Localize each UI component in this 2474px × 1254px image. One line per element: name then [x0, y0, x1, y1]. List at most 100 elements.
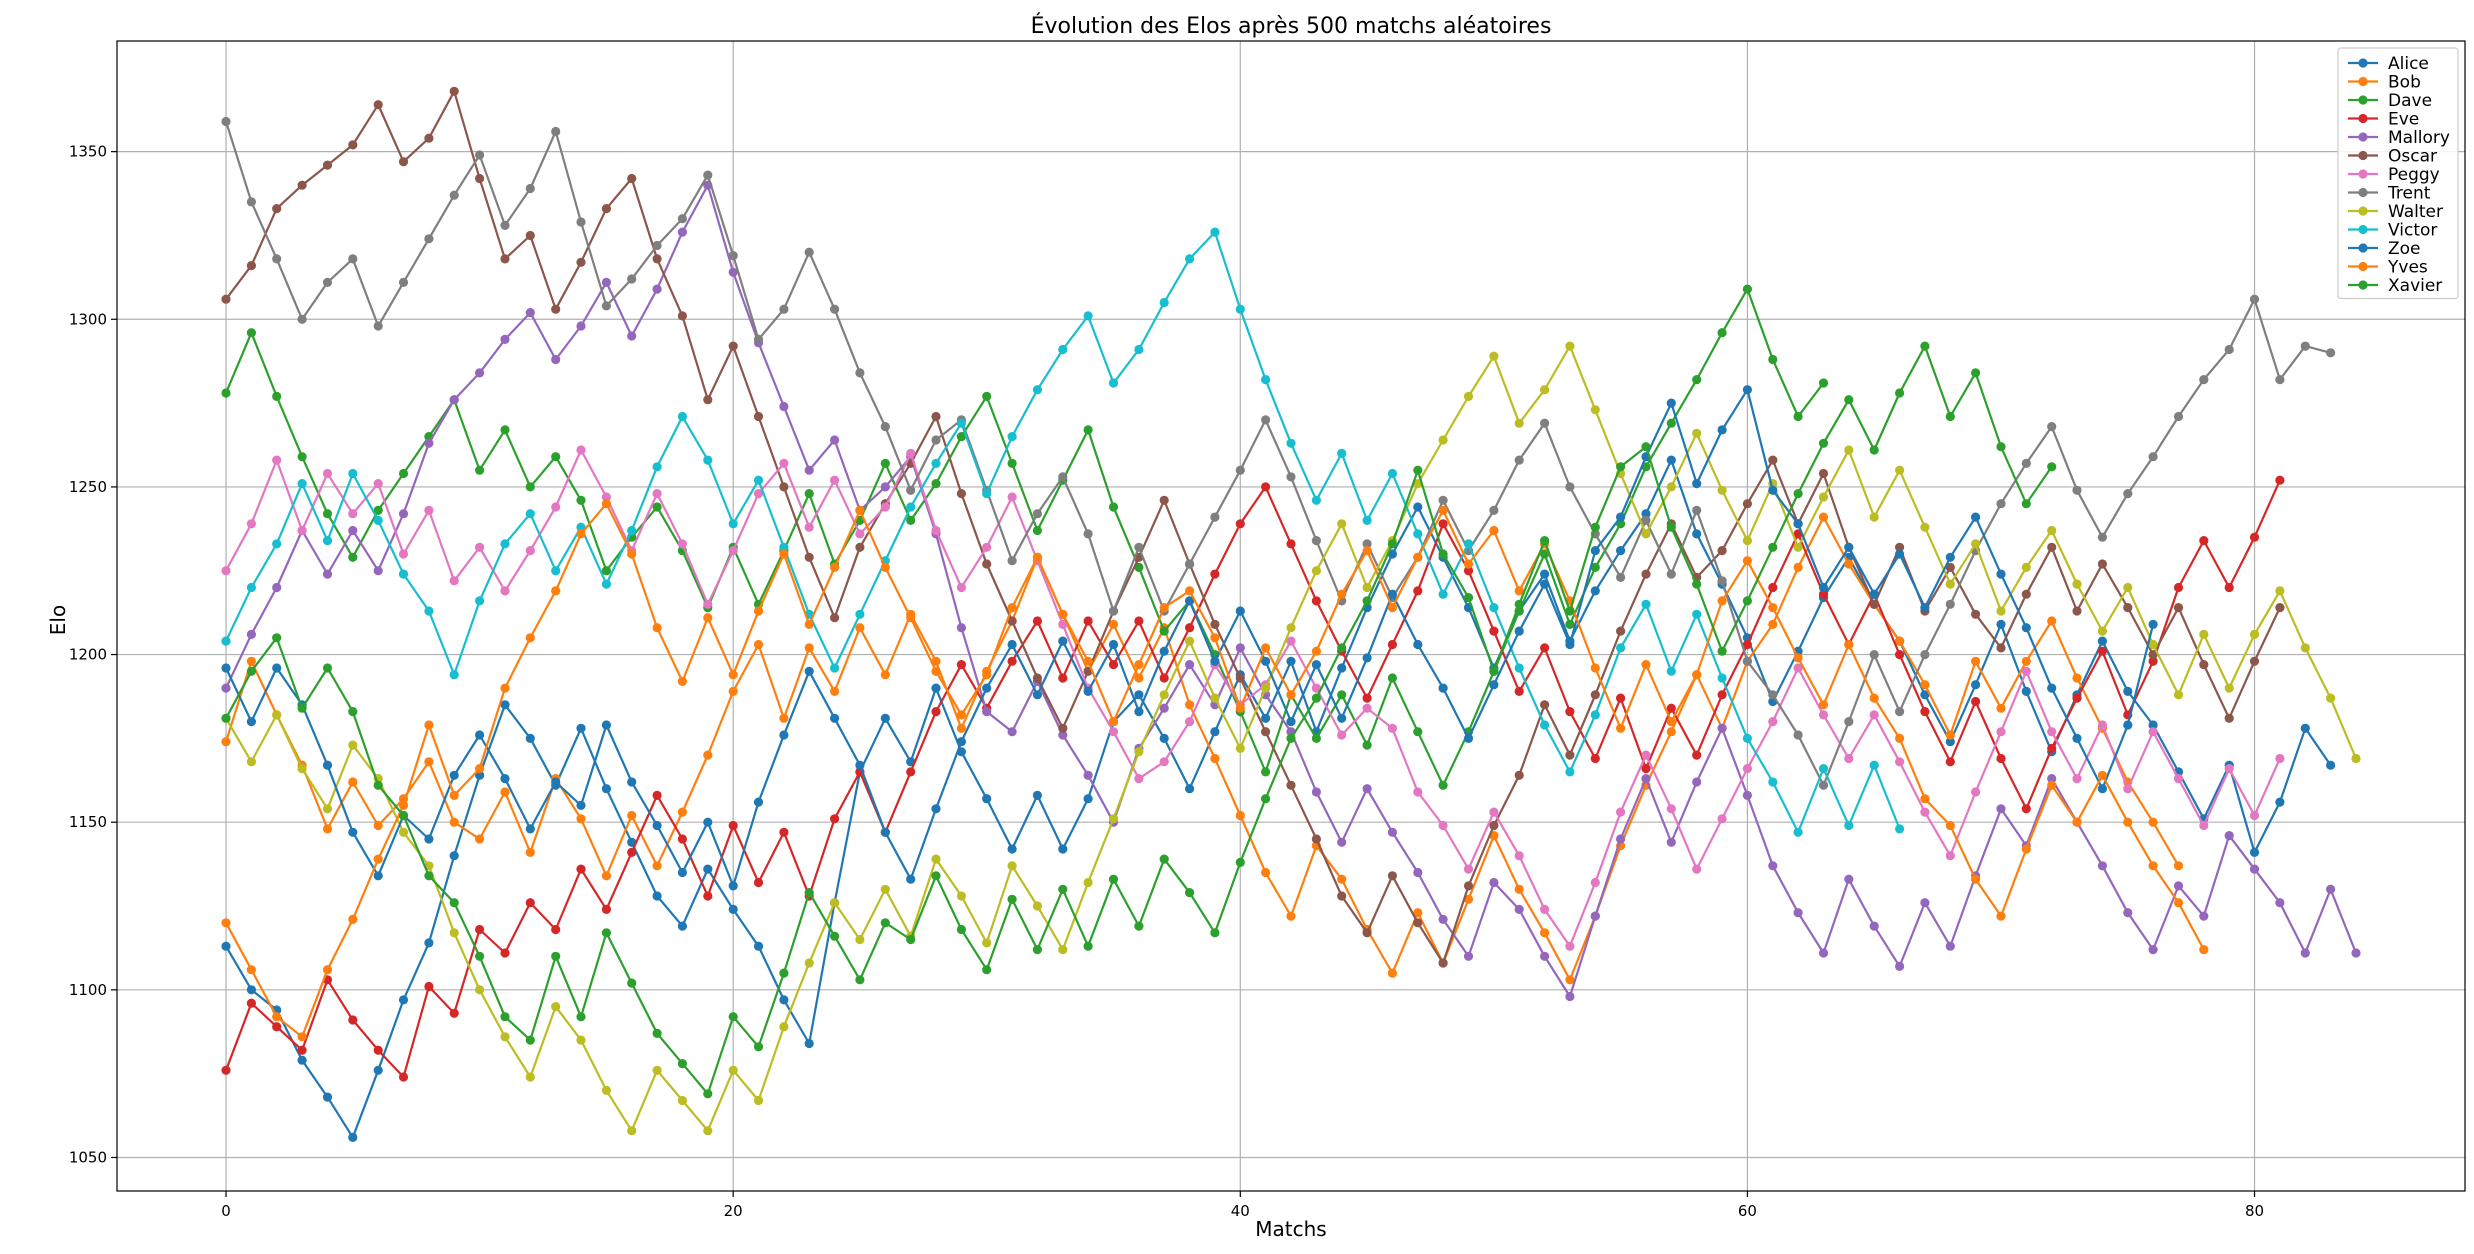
data-point-alice — [753, 941, 764, 951]
data-point-peggy — [779, 458, 789, 468]
data-point-zoe — [322, 760, 333, 770]
legend-item-oscar: Oscar — [2348, 147, 2437, 167]
data-point-oscar — [1540, 700, 1550, 710]
data-point-zoe — [246, 717, 256, 727]
data-point-mallory — [1438, 914, 1448, 925]
data-point-oscar — [2224, 713, 2234, 723]
data-point-oscar — [2249, 656, 2260, 666]
data-point-trent — [1768, 690, 1778, 700]
data-point-eve — [1362, 693, 1372, 703]
data-point-eve — [1692, 750, 1702, 760]
data-point-peggy — [1616, 807, 1626, 817]
data-point-peggy — [1413, 787, 1423, 797]
data-point-mallory — [2224, 831, 2234, 841]
data-point-victor — [1159, 297, 1169, 308]
data-point-mallory — [1083, 770, 1093, 780]
data-point-walter — [830, 898, 840, 908]
data-point-peggy — [956, 582, 967, 593]
data-point-walter — [956, 891, 967, 901]
data-point-victor — [1083, 311, 1093, 321]
data-point-bob — [322, 824, 333, 834]
data-point-alice — [779, 995, 789, 1005]
legend-marker-oscar — [2358, 150, 2368, 161]
data-point-zoe — [1692, 479, 1702, 489]
data-point-zoe — [1616, 512, 1626, 522]
data-point-oscar — [1286, 780, 1296, 790]
legend-marker-dave — [2358, 95, 2368, 105]
data-point-yves — [1007, 603, 1017, 613]
data-point-bob — [627, 810, 637, 821]
data-point-bob — [1413, 908, 1423, 918]
series-eve — [221, 475, 2285, 1082]
data-point-eve — [1387, 639, 1397, 650]
data-point-victor — [1616, 643, 1626, 653]
data-point-xavier — [1692, 579, 1702, 589]
data-point-eve — [1818, 589, 1829, 599]
data-point-xavier — [1590, 522, 1600, 532]
data-point-walter — [880, 884, 890, 894]
legend-label-trent: Trent — [2387, 184, 2431, 204]
data-point-oscar — [398, 157, 409, 167]
data-point-oscar — [2173, 603, 2184, 613]
data-point-zoe — [1337, 713, 1347, 723]
data-point-xavier — [1362, 596, 1372, 606]
data-point-trent — [627, 274, 637, 284]
data-point-mallory — [2173, 881, 2184, 891]
legend-item-mallory: Mallory — [2348, 128, 2450, 148]
data-point-peggy — [1768, 717, 1778, 727]
legend-item-alice: Alice — [2348, 54, 2429, 74]
data-point-oscar — [1489, 820, 1499, 831]
data-point-peggy — [1996, 727, 2006, 737]
y-tick-label: 1050 — [69, 1148, 107, 1166]
data-point-mallory — [1565, 991, 1575, 1002]
data-point-walter — [1286, 623, 1296, 633]
data-point-yves — [2123, 817, 2133, 827]
data-point-mallory — [500, 334, 510, 344]
data-point-oscar — [449, 86, 459, 96]
data-point-zoe — [880, 827, 890, 837]
data-point-bob — [1793, 562, 1803, 573]
data-point-mallory — [1311, 787, 1321, 797]
data-point-victor — [627, 525, 637, 536]
data-point-mallory — [1185, 660, 1195, 670]
data-point-trent — [221, 116, 231, 127]
data-point-mallory — [1717, 723, 1727, 733]
data-point-victor — [1565, 767, 1575, 777]
data-point-trent — [272, 254, 282, 264]
data-point-bob — [931, 656, 941, 666]
data-point-dave — [601, 566, 612, 576]
data-point-walter — [1134, 747, 1144, 757]
data-point-dave — [1032, 525, 1042, 536]
data-point-alice — [373, 1065, 383, 1075]
data-point-peggy — [1362, 703, 1372, 713]
data-point-alice — [703, 864, 713, 874]
data-point-mallory — [322, 569, 333, 579]
data-point-walter — [1869, 512, 1879, 522]
data-point-yves — [1945, 820, 1955, 831]
data-point-dave — [500, 425, 510, 435]
data-point-eve — [1134, 616, 1144, 626]
data-point-oscar — [1768, 455, 1778, 465]
data-point-xavier — [1058, 884, 1068, 894]
data-point-bob — [1971, 656, 1981, 666]
data-point-xavier — [1210, 928, 1220, 938]
data-point-mallory — [1413, 867, 1423, 878]
data-point-bob — [2173, 861, 2184, 871]
data-point-peggy — [931, 525, 941, 536]
data-point-yves — [1844, 639, 1854, 650]
data-point-bob — [424, 757, 434, 767]
data-point-oscar — [2097, 559, 2107, 569]
data-point-trent — [2021, 458, 2031, 468]
data-point-zoe — [2021, 623, 2031, 633]
data-point-peggy — [880, 502, 890, 512]
data-point-oscar — [373, 100, 383, 110]
data-point-peggy — [1489, 807, 1499, 817]
data-point-mallory — [652, 284, 662, 294]
data-point-mallory — [1590, 911, 1600, 921]
data-point-alice — [2021, 686, 2031, 697]
data-point-peggy — [1692, 864, 1702, 874]
data-point-eve — [1311, 596, 1321, 606]
data-point-alice — [728, 904, 738, 915]
data-point-peggy — [855, 529, 865, 539]
data-point-xavier — [703, 1089, 713, 1099]
